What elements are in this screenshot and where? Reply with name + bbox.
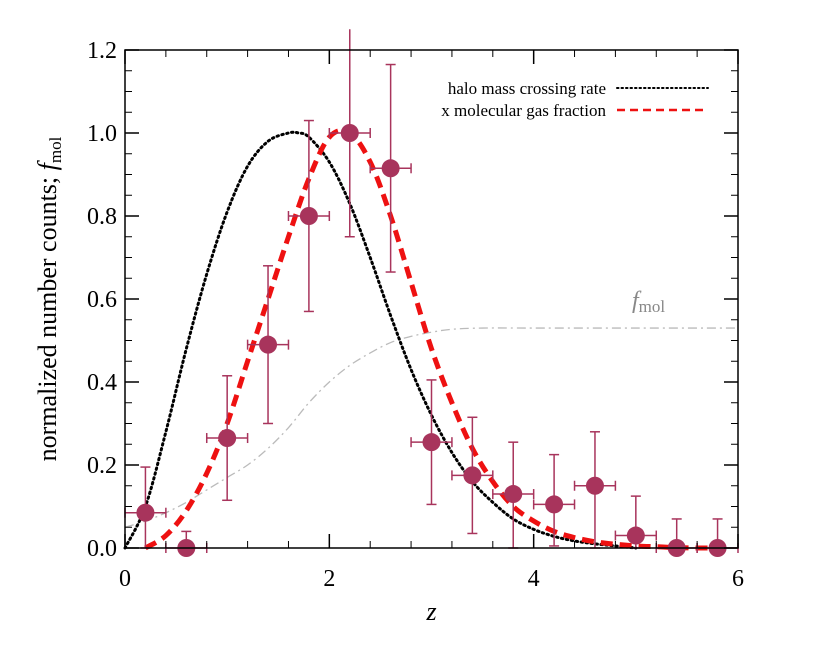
data-point-group xyxy=(573,431,617,549)
y-tick-label: 0.8 xyxy=(87,204,117,230)
data-point-group xyxy=(205,375,249,502)
curve-molecular-gas-fraction xyxy=(144,127,718,551)
ticks-layer: 0 2 4 6 0.0 0.2 0.4 0.6 0.8 1.0 1.2 xyxy=(87,38,744,592)
data-point-group xyxy=(124,466,167,549)
curve-fmol xyxy=(124,327,738,528)
data-point-group xyxy=(165,530,208,557)
data-points-layer xyxy=(124,29,739,557)
data-point xyxy=(422,433,441,452)
data-point-group xyxy=(492,441,535,549)
curve-halo-mass-crossing-rate xyxy=(123,130,638,550)
x-tick-label: 6 xyxy=(732,566,744,592)
data-point-group xyxy=(451,416,494,535)
y-tick-label: 0.0 xyxy=(87,536,117,562)
data-point xyxy=(136,503,155,522)
data-point xyxy=(299,207,318,225)
y-tick-label: 1.0 xyxy=(87,121,117,147)
y-axis-label-sub: mol xyxy=(46,136,65,163)
legend: halo mass crossing rate x molecular gas … xyxy=(441,79,709,120)
data-point-group xyxy=(655,518,698,557)
data-point xyxy=(381,159,400,178)
x-axis-label: z xyxy=(425,597,436,626)
y-axis-label: normalized number counts; fmol xyxy=(33,136,65,461)
data-point xyxy=(340,124,359,142)
data-point xyxy=(504,485,523,504)
x-tick-label: 0 xyxy=(119,566,131,592)
fmol-label-f: f xyxy=(632,288,642,314)
data-point-group xyxy=(328,29,371,238)
y-tick-label: 1.2 xyxy=(87,38,117,64)
data-point xyxy=(585,476,604,495)
y-tick-label: 0.2 xyxy=(87,453,117,479)
fmol-label-sub: mol xyxy=(639,297,666,316)
data-point xyxy=(626,526,645,545)
data-point-group xyxy=(614,495,658,549)
data-point xyxy=(218,429,237,448)
y-axis-label-main: normalized number counts; xyxy=(33,170,62,461)
data-point-group xyxy=(246,265,290,425)
x-tick-label: 2 xyxy=(323,566,335,592)
y-tick-label: 0.6 xyxy=(87,287,117,313)
data-point-group xyxy=(369,63,412,273)
data-point-group xyxy=(532,453,576,547)
data-point-group xyxy=(410,379,453,506)
legend-label-halo-mass-crossing-rate: halo mass crossing rate xyxy=(448,79,606,98)
fmol-curve-label: fmol xyxy=(632,288,665,316)
legend-label-molecular-gas-fraction: x molecular gas fraction xyxy=(441,101,606,120)
y-tick-label: 0.4 xyxy=(87,370,117,396)
y-axis-label-f: f xyxy=(33,159,62,170)
data-point-group xyxy=(696,518,739,557)
data-point xyxy=(463,466,482,485)
data-point-group xyxy=(287,119,331,313)
x-tick-label: 4 xyxy=(528,566,540,592)
curves-layer xyxy=(123,127,738,551)
data-point xyxy=(259,335,278,354)
data-point xyxy=(545,495,564,514)
